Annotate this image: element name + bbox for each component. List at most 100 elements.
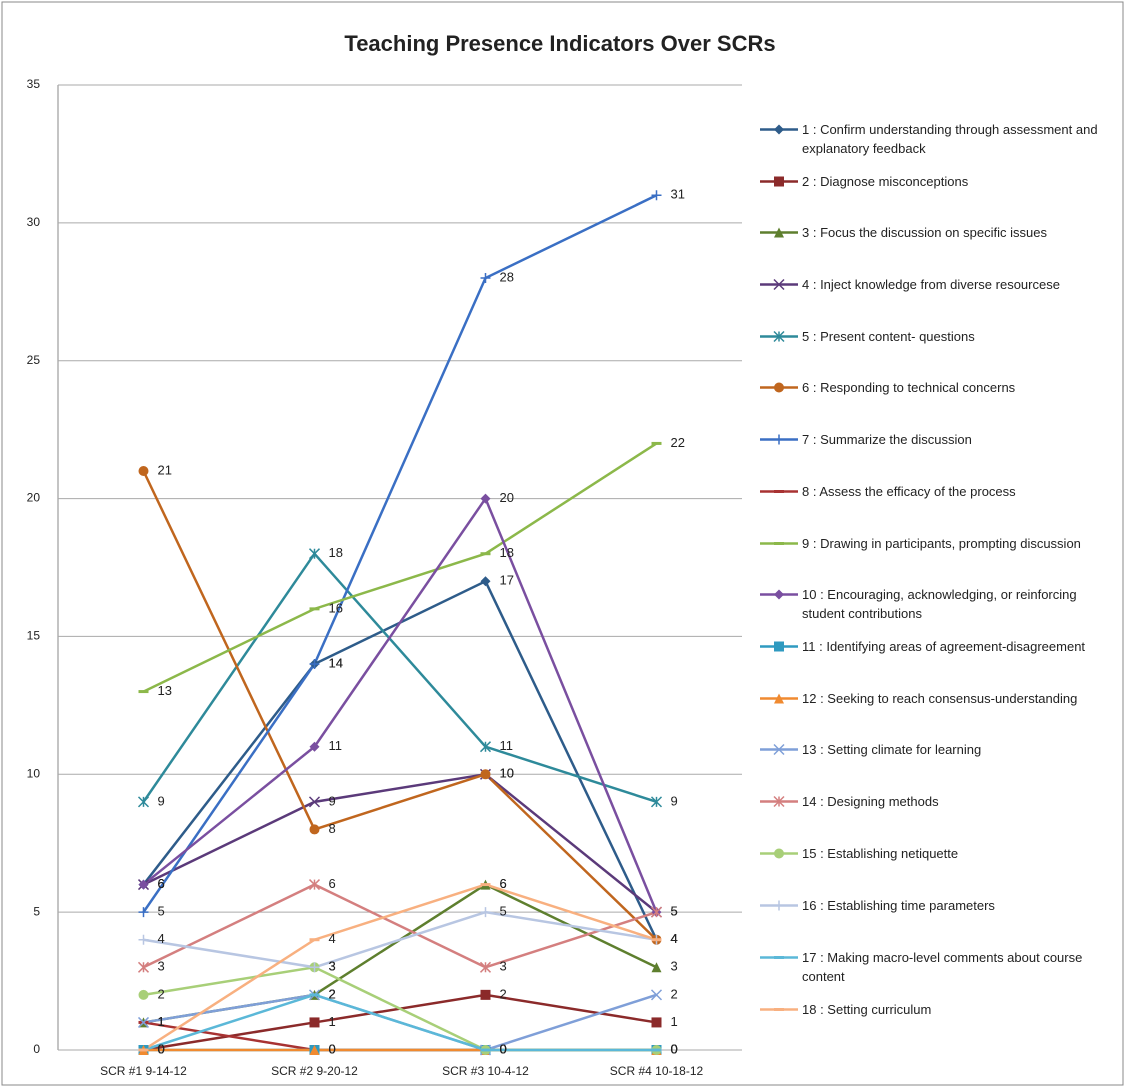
legend-item: 11 : Identifying areas of agreement-disa… <box>758 637 1120 656</box>
y-tick-label: 25 <box>27 353 41 367</box>
data-label: 10 <box>500 766 514 781</box>
marker <box>309 741 320 752</box>
data-label: 4 <box>671 931 678 946</box>
x-tick-label: SCR #2 9-20-12 <box>271 1064 358 1078</box>
data-label: 1 <box>671 1014 678 1029</box>
marker <box>773 330 785 343</box>
legend-swatch <box>760 124 798 135</box>
marker <box>773 795 785 808</box>
marker <box>774 693 784 704</box>
data-label: 0 <box>158 1041 165 1056</box>
marker <box>480 493 491 504</box>
marker <box>138 989 149 1000</box>
y-tick-label: 10 <box>27 766 41 780</box>
legend-label: 11 : Identifying areas of agreement-disa… <box>802 639 1086 654</box>
marker <box>138 879 149 890</box>
y-tick-label: 5 <box>33 904 40 918</box>
legend-item: 18 : Setting curriculum <box>758 1000 1120 1019</box>
marker <box>774 641 784 652</box>
legend-label: 4 : Inject knowledge from diverse resour… <box>802 277 1060 292</box>
data-label: 17 <box>500 573 514 588</box>
marker <box>137 796 150 808</box>
data-label: 1 <box>158 1014 165 1029</box>
marker <box>137 1016 150 1028</box>
legend-label: 5 : Present content- questions <box>802 329 975 344</box>
data-label: 0 <box>671 1041 678 1056</box>
marker <box>309 824 320 835</box>
legend-swatch <box>760 434 798 445</box>
legend-label: 8 : Assess the efficacy of the process <box>802 484 1016 499</box>
marker <box>138 466 149 476</box>
data-label: 5 <box>671 904 678 919</box>
data-label: 0 <box>671 1041 678 1056</box>
legend-item: 13 : Setting climate for learning <box>758 740 1120 759</box>
legend-swatch <box>760 956 798 959</box>
legend-label: 18 : Setting curriculum <box>802 1002 932 1017</box>
marker <box>309 1045 320 1055</box>
data-label: 16 <box>329 600 343 615</box>
data-label: 9 <box>158 793 165 808</box>
data-label: 4 <box>671 931 678 946</box>
data-label: 6 <box>158 876 165 891</box>
marker <box>650 989 663 1001</box>
legend-swatch <box>760 743 798 756</box>
series-line <box>142 495 658 913</box>
legend-swatch <box>760 1008 798 1011</box>
legend-swatch <box>760 382 798 393</box>
marker <box>651 1017 662 1028</box>
marker <box>308 548 321 560</box>
legend-label: 17 : Making macro-level comments about c… <box>802 950 1083 984</box>
marker <box>479 961 492 973</box>
marker <box>480 576 491 587</box>
marker <box>773 278 785 291</box>
data-label: 8 <box>329 821 336 836</box>
legend-swatch <box>760 589 798 600</box>
data-label: 1 <box>158 1014 165 1029</box>
data-label: 10 <box>500 766 514 781</box>
data-label: 0 <box>671 1041 678 1056</box>
legend-item: 17 : Making macro-level comments about c… <box>758 948 1120 986</box>
data-label: 3 <box>329 959 336 974</box>
legend-item: 6 : Responding to technical concerns <box>758 378 1120 397</box>
legend-item: 5 : Present content- questions <box>758 327 1120 346</box>
legend-swatch <box>760 176 798 187</box>
marker <box>308 879 321 891</box>
legend-item: 16 : Establishing time parameters <box>758 896 1120 915</box>
series-line <box>143 1021 657 1052</box>
marker <box>774 848 784 859</box>
data-label: 2 <box>158 986 165 1001</box>
data-label: 0 <box>158 1041 165 1056</box>
data-label: 0 <box>671 1041 678 1056</box>
legend-item: 15 : Establishing netiquette <box>758 844 1120 863</box>
series-line <box>142 442 658 693</box>
data-label: 1 <box>329 1014 336 1029</box>
series-line <box>142 194 658 913</box>
data-label: 9 <box>671 793 678 808</box>
data-label: 14 <box>329 655 343 670</box>
data-label: 6 <box>500 876 507 891</box>
legend-swatch <box>760 542 798 545</box>
series-line <box>143 910 657 969</box>
legend-item: 3 : Focus the discussion on specific iss… <box>758 223 1120 242</box>
data-label: 5 <box>158 904 165 919</box>
marker <box>309 962 320 973</box>
marker <box>650 796 663 808</box>
marker <box>774 589 784 600</box>
legend-item: 10 : Encouraging, acknowledging, or rein… <box>758 585 1120 623</box>
data-label: 20 <box>500 490 514 505</box>
data-label: 3 <box>158 959 165 974</box>
legend-item: 1 : Confirm understanding through assess… <box>758 120 1120 158</box>
legend-label: 6 : Responding to technical concerns <box>802 380 1016 395</box>
marker <box>480 989 491 1000</box>
marker <box>480 769 491 780</box>
legend-label: 13 : Setting climate for learning <box>802 742 982 757</box>
legend-label: 12 : Seeking to reach consensus-understa… <box>802 691 1078 706</box>
marker <box>479 741 492 753</box>
data-label: 11 <box>329 738 343 753</box>
marker <box>773 743 785 756</box>
data-label: 14 <box>329 655 343 670</box>
series-line <box>142 883 657 1052</box>
legend-label: 14 : Designing methods <box>802 794 939 809</box>
